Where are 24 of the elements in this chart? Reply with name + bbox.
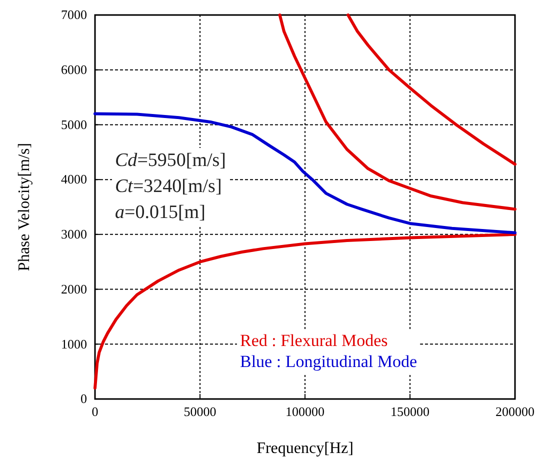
line-series	[346, 14, 516, 166]
x-axis-title: Frequency[Hz]	[256, 440, 354, 457]
y-tick-label: 2000	[61, 281, 87, 296]
text: Red : Flexural Modes	[240, 331, 388, 350]
line-series	[94, 112, 516, 234]
annotation: Ct=3240[m/s]	[115, 176, 222, 197]
x-tick-label: 100000	[286, 404, 324, 420]
y-tick-label: 3000	[61, 226, 87, 242]
y-tick-label: 1000	[61, 336, 87, 352]
line-series	[278, 14, 516, 211]
y-axis-title: Phase Velocity[m/s]	[16, 142, 33, 272]
y-tick-label: 0	[80, 391, 87, 406]
y-tick-label: 7000	[61, 7, 87, 22]
x-tick-label: 50000	[184, 404, 216, 420]
x-tick-label: 0	[92, 404, 98, 420]
y-tick-label: 6000	[61, 62, 87, 78]
line-series	[94, 232, 516, 390]
y-tick-label: 4000	[61, 172, 87, 187]
y-tick-label: 5000	[61, 116, 87, 132]
x-tick-label: 200000	[496, 404, 534, 420]
x-tick-label: 150000	[390, 404, 430, 420]
annotation: Cd=5950[m/s]	[115, 150, 226, 171]
text: Blue : Longitudinal Mode	[240, 352, 418, 371]
annotation: a=0.015[m]	[115, 202, 206, 223]
